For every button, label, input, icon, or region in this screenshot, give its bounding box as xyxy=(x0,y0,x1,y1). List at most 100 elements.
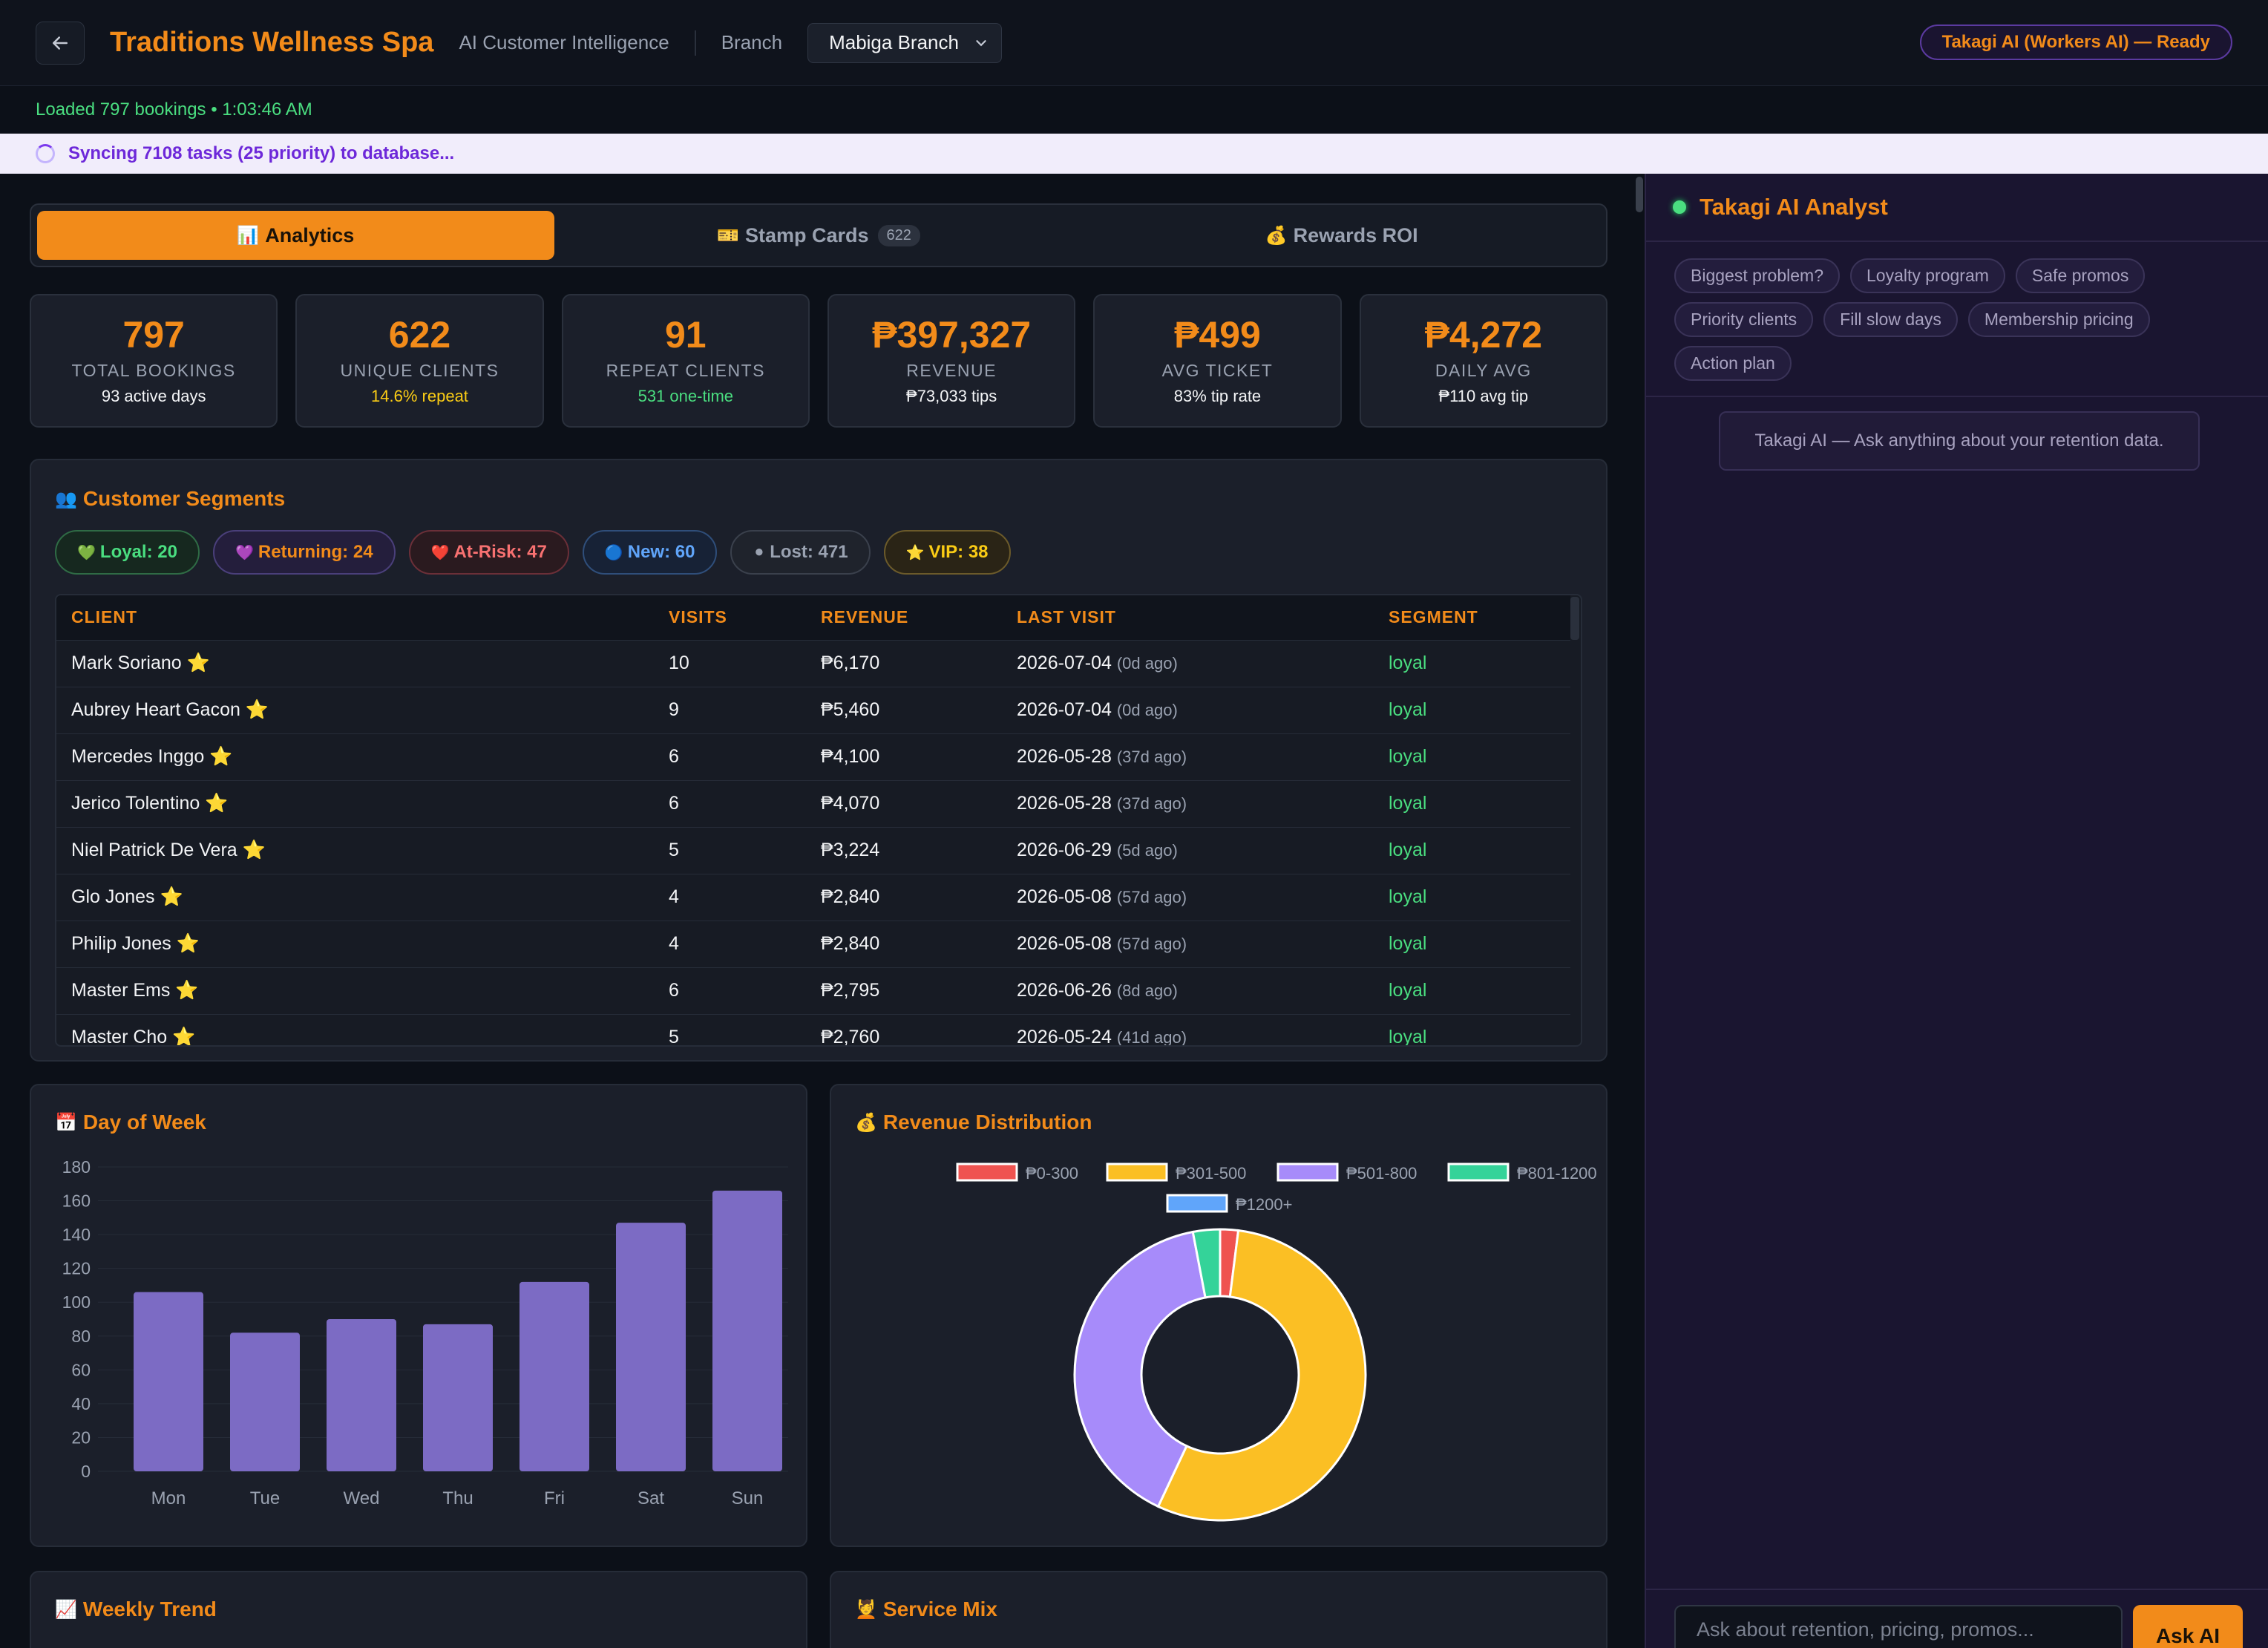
segment-chip[interactable]: 💜 Returning: 24 xyxy=(212,530,396,575)
segment-icon: ❤️ xyxy=(430,544,450,561)
segment-chip[interactable]: 💚 Loyal: 20 xyxy=(55,530,200,575)
kpi-label: REVENUE xyxy=(906,360,997,380)
suggestion-chip[interactable]: Loyalty program xyxy=(1850,258,2005,293)
branch-label: Branch xyxy=(721,31,783,53)
table-row[interactable]: Master Ems ⭐ 6 ₱2,795 2026-06-26 (8d ago) lo… xyxy=(56,967,1570,1014)
table-row[interactable]: Niel Patrick De Vera ⭐ 5 ₱3,224 2026-06-29 … xyxy=(56,826,1570,874)
main-scrollbar[interactable] xyxy=(1636,177,1643,212)
kpi-subtext: ₱110 avg tip xyxy=(1438,386,1529,405)
segment-chip[interactable]: ❤️ At-Risk: 47 xyxy=(408,530,569,575)
legend-label[interactable]: ₱501-800 xyxy=(1346,1164,1417,1183)
last-visit-cell: 2026-05-08 (57d ago) xyxy=(1002,873,1374,921)
kpi-label: REPEAT CLIENTS xyxy=(606,360,766,380)
visits-cell: 6 xyxy=(654,733,806,780)
table-scrollbar[interactable] xyxy=(1570,597,1579,640)
visits-cell: 6 xyxy=(654,967,806,1014)
visits-cell: 5 xyxy=(654,826,806,874)
legend-swatch[interactable] xyxy=(1166,1194,1228,1213)
client-cell: Aubrey Heart Gacon ⭐ xyxy=(56,686,654,733)
ask-ai-button[interactable]: Ask AI xyxy=(2133,1605,2243,1648)
client-cell: Mark Soriano ⭐ xyxy=(56,639,654,687)
suggestion-chip[interactable]: Action plan xyxy=(1674,346,1792,381)
spinner-icon xyxy=(36,144,55,163)
table-row[interactable]: Philip Jones ⭐ 4 ₱2,840 2026-05-08 (57d ago… xyxy=(56,920,1570,967)
kpi-label: TOTAL BOOKINGS xyxy=(71,360,236,380)
column-header[interactable]: VISITS xyxy=(654,595,806,640)
clients-table[interactable]: CLIENT VISITS REVENUE LAST VISIT SEGMENT… xyxy=(55,594,1582,1047)
bar[interactable] xyxy=(230,1333,300,1471)
table-row[interactable]: Mark Soriano ⭐ 10 ₱6,170 2026-07-04 (0d ago… xyxy=(56,639,1570,687)
column-header[interactable]: CLIENT xyxy=(56,595,654,640)
main-content: 📊 Analytics 🎫 Stamp Cards 622 💰 Rewards … xyxy=(0,174,1640,1648)
revenue-cell: ₱3,224 xyxy=(806,826,1002,874)
x-tick-label: Sun xyxy=(732,1488,764,1508)
y-tick-label: 40 xyxy=(71,1394,91,1413)
branch-select[interactable]: Mabiga Branch xyxy=(807,22,1003,63)
y-tick-label: 100 xyxy=(62,1292,91,1312)
column-header[interactable]: SEGMENT xyxy=(1374,595,1570,640)
bar[interactable] xyxy=(616,1223,686,1471)
segment-chip[interactable]: 🔵 New: 60 xyxy=(582,530,718,575)
bar[interactable] xyxy=(520,1281,589,1471)
pie-slice[interactable] xyxy=(1191,1228,1222,1299)
legend-swatch[interactable] xyxy=(1447,1163,1510,1182)
legend-label[interactable]: ₱301-500 xyxy=(1176,1164,1246,1183)
tab-bar: 📊 Analytics 🎫 Stamp Cards 622 💰 Rewards … xyxy=(30,203,1607,267)
suggestion-chip[interactable]: Membership pricing xyxy=(1967,302,2150,337)
legend-label[interactable]: ₱1200+ xyxy=(1236,1195,1292,1214)
visits-cell: 9 xyxy=(654,686,806,733)
pie-slice[interactable] xyxy=(1156,1229,1367,1522)
panel-title-text: Customer Segments xyxy=(82,487,286,510)
y-tick-label: 120 xyxy=(62,1259,91,1278)
days-ago: (5d ago) xyxy=(1116,841,1178,860)
column-header[interactable]: REVENUE xyxy=(806,595,1002,640)
last-visit-date: 2026-05-24 xyxy=(1017,1027,1112,1047)
tab-label: Analytics xyxy=(265,223,355,246)
bar[interactable] xyxy=(423,1324,493,1471)
legend-swatch[interactable] xyxy=(1106,1163,1168,1182)
suggestion-chip[interactable]: Priority clients xyxy=(1674,302,1814,337)
revenue-cell: ₱2,840 xyxy=(806,873,1002,921)
pie-slice[interactable] xyxy=(1073,1230,1207,1508)
y-tick-label: 160 xyxy=(62,1191,91,1211)
ask-input[interactable]: Ask about retention, pricing, promos... xyxy=(1674,1605,2123,1648)
legend-swatch[interactable] xyxy=(1276,1163,1339,1182)
table-row[interactable]: Master Cho ⭐ 5 ₱2,760 2026-05-24 (41d ago) l… xyxy=(56,1013,1570,1047)
legend-swatch[interactable] xyxy=(956,1163,1018,1182)
last-visit-date: 2026-07-04 xyxy=(1017,653,1112,673)
suggestion-chip[interactable]: Biggest problem? xyxy=(1674,258,1840,293)
table-row[interactable]: Jerico Tolentino ⭐ 6 ₱4,070 2026-05-28 (37d… xyxy=(56,779,1570,827)
table-row[interactable]: Mercedes Inggo ⭐ 6 ₱4,100 2026-05-28 (37d a… xyxy=(56,733,1570,780)
trend-chart-icon: 📈 xyxy=(55,1599,77,1620)
tab-rewards-roi[interactable]: 💰 Rewards ROI xyxy=(1083,211,1600,260)
app-title: Traditions Wellness Spa xyxy=(110,27,434,58)
suggestion-chip[interactable]: Safe promos xyxy=(2015,258,2146,293)
days-ago: (57d ago) xyxy=(1116,888,1187,906)
segment-chip[interactable]: ⭐ VIP: 38 xyxy=(883,530,1011,575)
kpi-subtext: 83% tip rate xyxy=(1173,386,1262,405)
table-row[interactable]: Aubrey Heart Gacon ⭐ 9 ₱5,460 2026-07-04 (0… xyxy=(56,686,1570,733)
tab-analytics[interactable]: 📊 Analytics xyxy=(37,211,554,260)
segment-cell: loyal xyxy=(1374,1013,1570,1045)
column-header[interactable]: LAST VISIT xyxy=(1002,595,1374,640)
client-cell: Glo Jones ⭐ xyxy=(56,873,654,921)
chart-icon: 📊 xyxy=(237,225,260,246)
bar[interactable] xyxy=(134,1292,203,1471)
suggestion-chip[interactable]: Fill slow days xyxy=(1823,302,1958,337)
visits-cell: 4 xyxy=(654,873,806,921)
days-ago: (0d ago) xyxy=(1116,701,1178,719)
days-ago: (57d ago) xyxy=(1116,935,1187,953)
segment-chips: 💚 Loyal: 20 💜 Returning: 24 ❤️ At-Risk: 47 🔵 Ne… xyxy=(55,530,1011,575)
legend-label[interactable]: ₱801-1200 xyxy=(1517,1164,1597,1183)
table-row[interactable]: Glo Jones ⭐ 4 ₱2,840 2026-05-08 (57d ago) lo… xyxy=(56,873,1570,921)
bar[interactable] xyxy=(327,1319,396,1471)
header-divider xyxy=(694,30,696,56)
panel-title: 💰 Revenue Distribution xyxy=(855,1111,1092,1134)
sidebar-header: Takagi AI Analyst xyxy=(1646,174,2268,242)
back-button[interactable] xyxy=(36,21,85,65)
tab-count-badge: 622 xyxy=(877,224,920,246)
bar[interactable] xyxy=(712,1190,782,1471)
segment-chip[interactable]: ⚫ Lost: 471 xyxy=(730,530,871,575)
legend-label[interactable]: ₱0-300 xyxy=(1026,1164,1078,1183)
tab-stamp-cards[interactable]: 🎫 Stamp Cards 622 xyxy=(560,211,1078,260)
